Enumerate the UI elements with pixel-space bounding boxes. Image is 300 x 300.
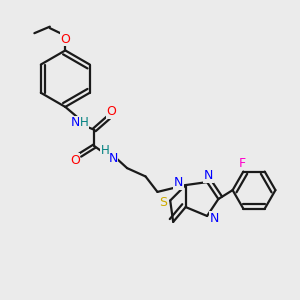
Text: H: H <box>100 144 109 157</box>
Text: H: H <box>80 116 88 130</box>
Text: F: F <box>238 157 245 170</box>
Text: S: S <box>159 196 167 208</box>
Text: N: N <box>109 152 118 164</box>
Text: O: O <box>70 154 80 167</box>
Text: N: N <box>173 176 183 189</box>
Text: N: N <box>210 212 219 225</box>
Text: N: N <box>70 116 80 130</box>
Text: O: O <box>106 106 116 118</box>
Text: N: N <box>204 169 213 182</box>
Text: O: O <box>60 33 70 46</box>
